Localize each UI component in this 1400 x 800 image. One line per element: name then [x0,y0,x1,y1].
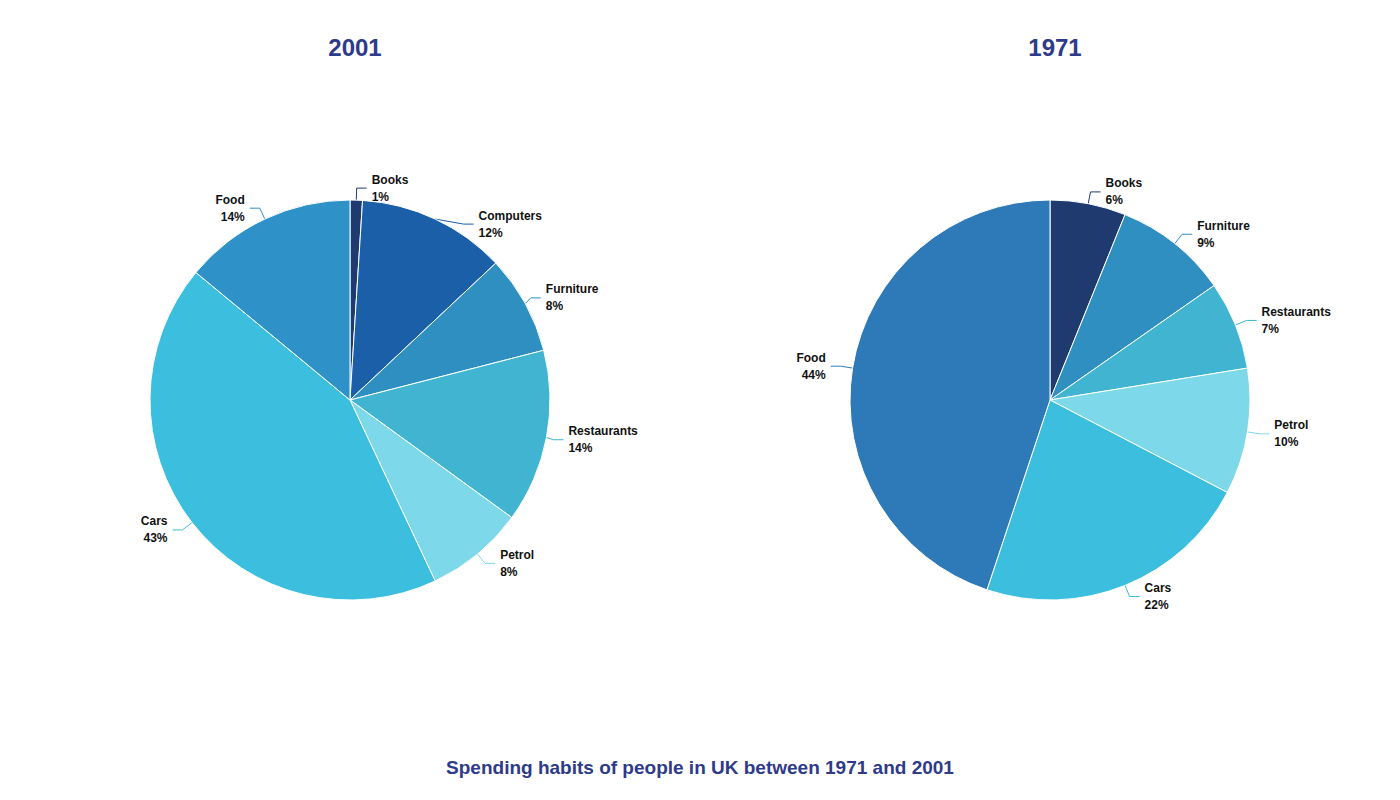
svg-text:12%: 12% [479,226,503,240]
svg-text:Restaurants: Restaurants [1262,305,1332,319]
svg-text:44%: 44% [802,368,826,382]
svg-text:Food: Food [796,351,825,365]
svg-text:Furniture: Furniture [546,282,599,296]
svg-text:Books: Books [372,173,409,187]
svg-text:43%: 43% [143,531,167,545]
svg-text:Food: Food [215,193,244,207]
svg-text:Computers: Computers [479,209,543,223]
svg-text:Spending habits of people in U: Spending habits of people in UK between … [446,757,954,778]
svg-text:8%: 8% [546,299,564,313]
svg-text:9%: 9% [1197,236,1215,250]
svg-text:Books: Books [1106,176,1143,190]
svg-text:Restaurants: Restaurants [568,424,638,438]
svg-text:1%: 1% [372,190,390,204]
svg-text:22%: 22% [1145,598,1169,612]
svg-text:7%: 7% [1262,322,1280,336]
svg-text:10%: 10% [1274,435,1298,449]
svg-text:2001: 2001 [328,34,381,61]
svg-text:8%: 8% [500,565,518,579]
svg-text:Petrol: Petrol [500,548,534,562]
svg-text:Petrol: Petrol [1274,418,1308,432]
svg-text:14%: 14% [568,441,592,455]
svg-text:Cars: Cars [1145,581,1172,595]
svg-text:Cars: Cars [141,514,168,528]
svg-text:1971: 1971 [1028,34,1081,61]
svg-text:Furniture: Furniture [1197,219,1250,233]
svg-text:14%: 14% [221,210,245,224]
svg-text:6%: 6% [1106,193,1124,207]
